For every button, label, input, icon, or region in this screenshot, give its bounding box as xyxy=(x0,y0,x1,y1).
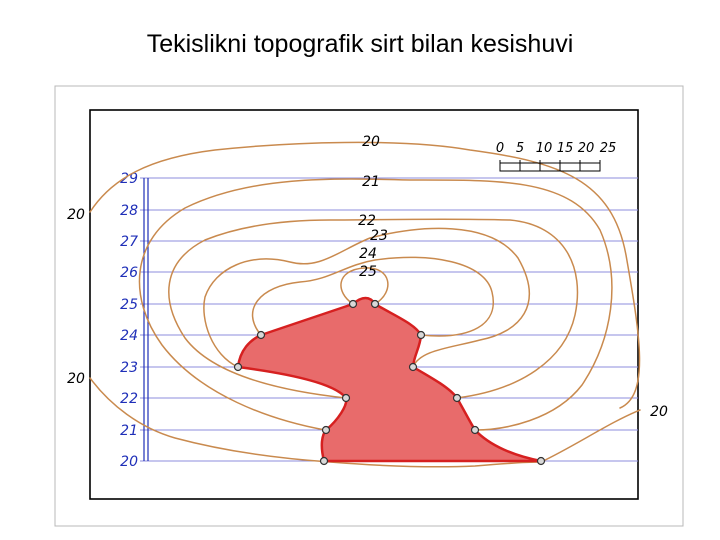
contour-label: 25 xyxy=(359,264,377,280)
scale-number: 10 xyxy=(536,141,553,156)
contour-21 xyxy=(138,178,613,431)
intersection-point xyxy=(536,456,546,466)
contour-20-outer xyxy=(89,141,641,409)
intersection-point xyxy=(256,330,266,340)
level-number: 27 xyxy=(120,234,138,250)
scale-numbers: 0 5 10 15 20 25 xyxy=(496,141,616,156)
contour-label: 23 xyxy=(370,228,388,244)
contour-label: 20 xyxy=(67,207,85,223)
scale-number: 20 xyxy=(578,141,595,156)
contour-22 xyxy=(168,218,579,399)
contour-lines xyxy=(89,141,641,468)
intersection-point xyxy=(348,299,358,309)
contour-24 xyxy=(251,256,495,337)
intersection-point xyxy=(341,393,351,403)
contour-25 xyxy=(340,267,389,305)
level-number: 26 xyxy=(120,265,138,281)
level-number: 22 xyxy=(120,391,138,407)
contour-label: 24 xyxy=(359,246,377,262)
level-numbers: 29 28 27 26 25 24 23 22 21 20 xyxy=(120,171,138,470)
intersection-point xyxy=(233,362,243,372)
scale-number: 15 xyxy=(557,141,574,156)
contour-label: 22 xyxy=(358,213,376,229)
intersection-points xyxy=(233,299,546,466)
contour-20-lower xyxy=(89,377,641,468)
level-number: 28 xyxy=(120,203,138,219)
contour-label: 20 xyxy=(650,404,668,420)
scale-number: 25 xyxy=(600,141,617,156)
level-number: 25 xyxy=(120,297,138,313)
contour-label: 21 xyxy=(362,174,380,190)
level-number: 29 xyxy=(120,171,138,187)
level-number: 24 xyxy=(120,328,138,344)
contour-labels: 20 20 20 20 21 22 23 24 25 xyxy=(67,134,668,420)
scale-bar xyxy=(499,160,601,172)
linear-scale: 0 5 10 15 20 25 xyxy=(496,141,616,172)
intersection-point xyxy=(416,330,426,340)
contour-label: 20 xyxy=(67,371,85,387)
scale-number: 5 xyxy=(516,141,524,156)
slide-title: Tekislikni topografik sirt bilan kesishu… xyxy=(146,30,574,58)
intersection-point xyxy=(470,425,480,435)
level-number: 23 xyxy=(120,360,138,376)
level-number: 20 xyxy=(120,454,138,470)
intersection-point xyxy=(370,299,380,309)
intersection-point xyxy=(408,362,418,372)
intersection-point xyxy=(319,456,329,466)
intersection-point xyxy=(452,393,462,403)
contour-label: 20 xyxy=(362,134,380,150)
level-number: 21 xyxy=(120,423,138,439)
contour-23 xyxy=(203,227,530,368)
scale-number: 0 xyxy=(496,141,504,156)
intersection-point xyxy=(321,425,331,435)
